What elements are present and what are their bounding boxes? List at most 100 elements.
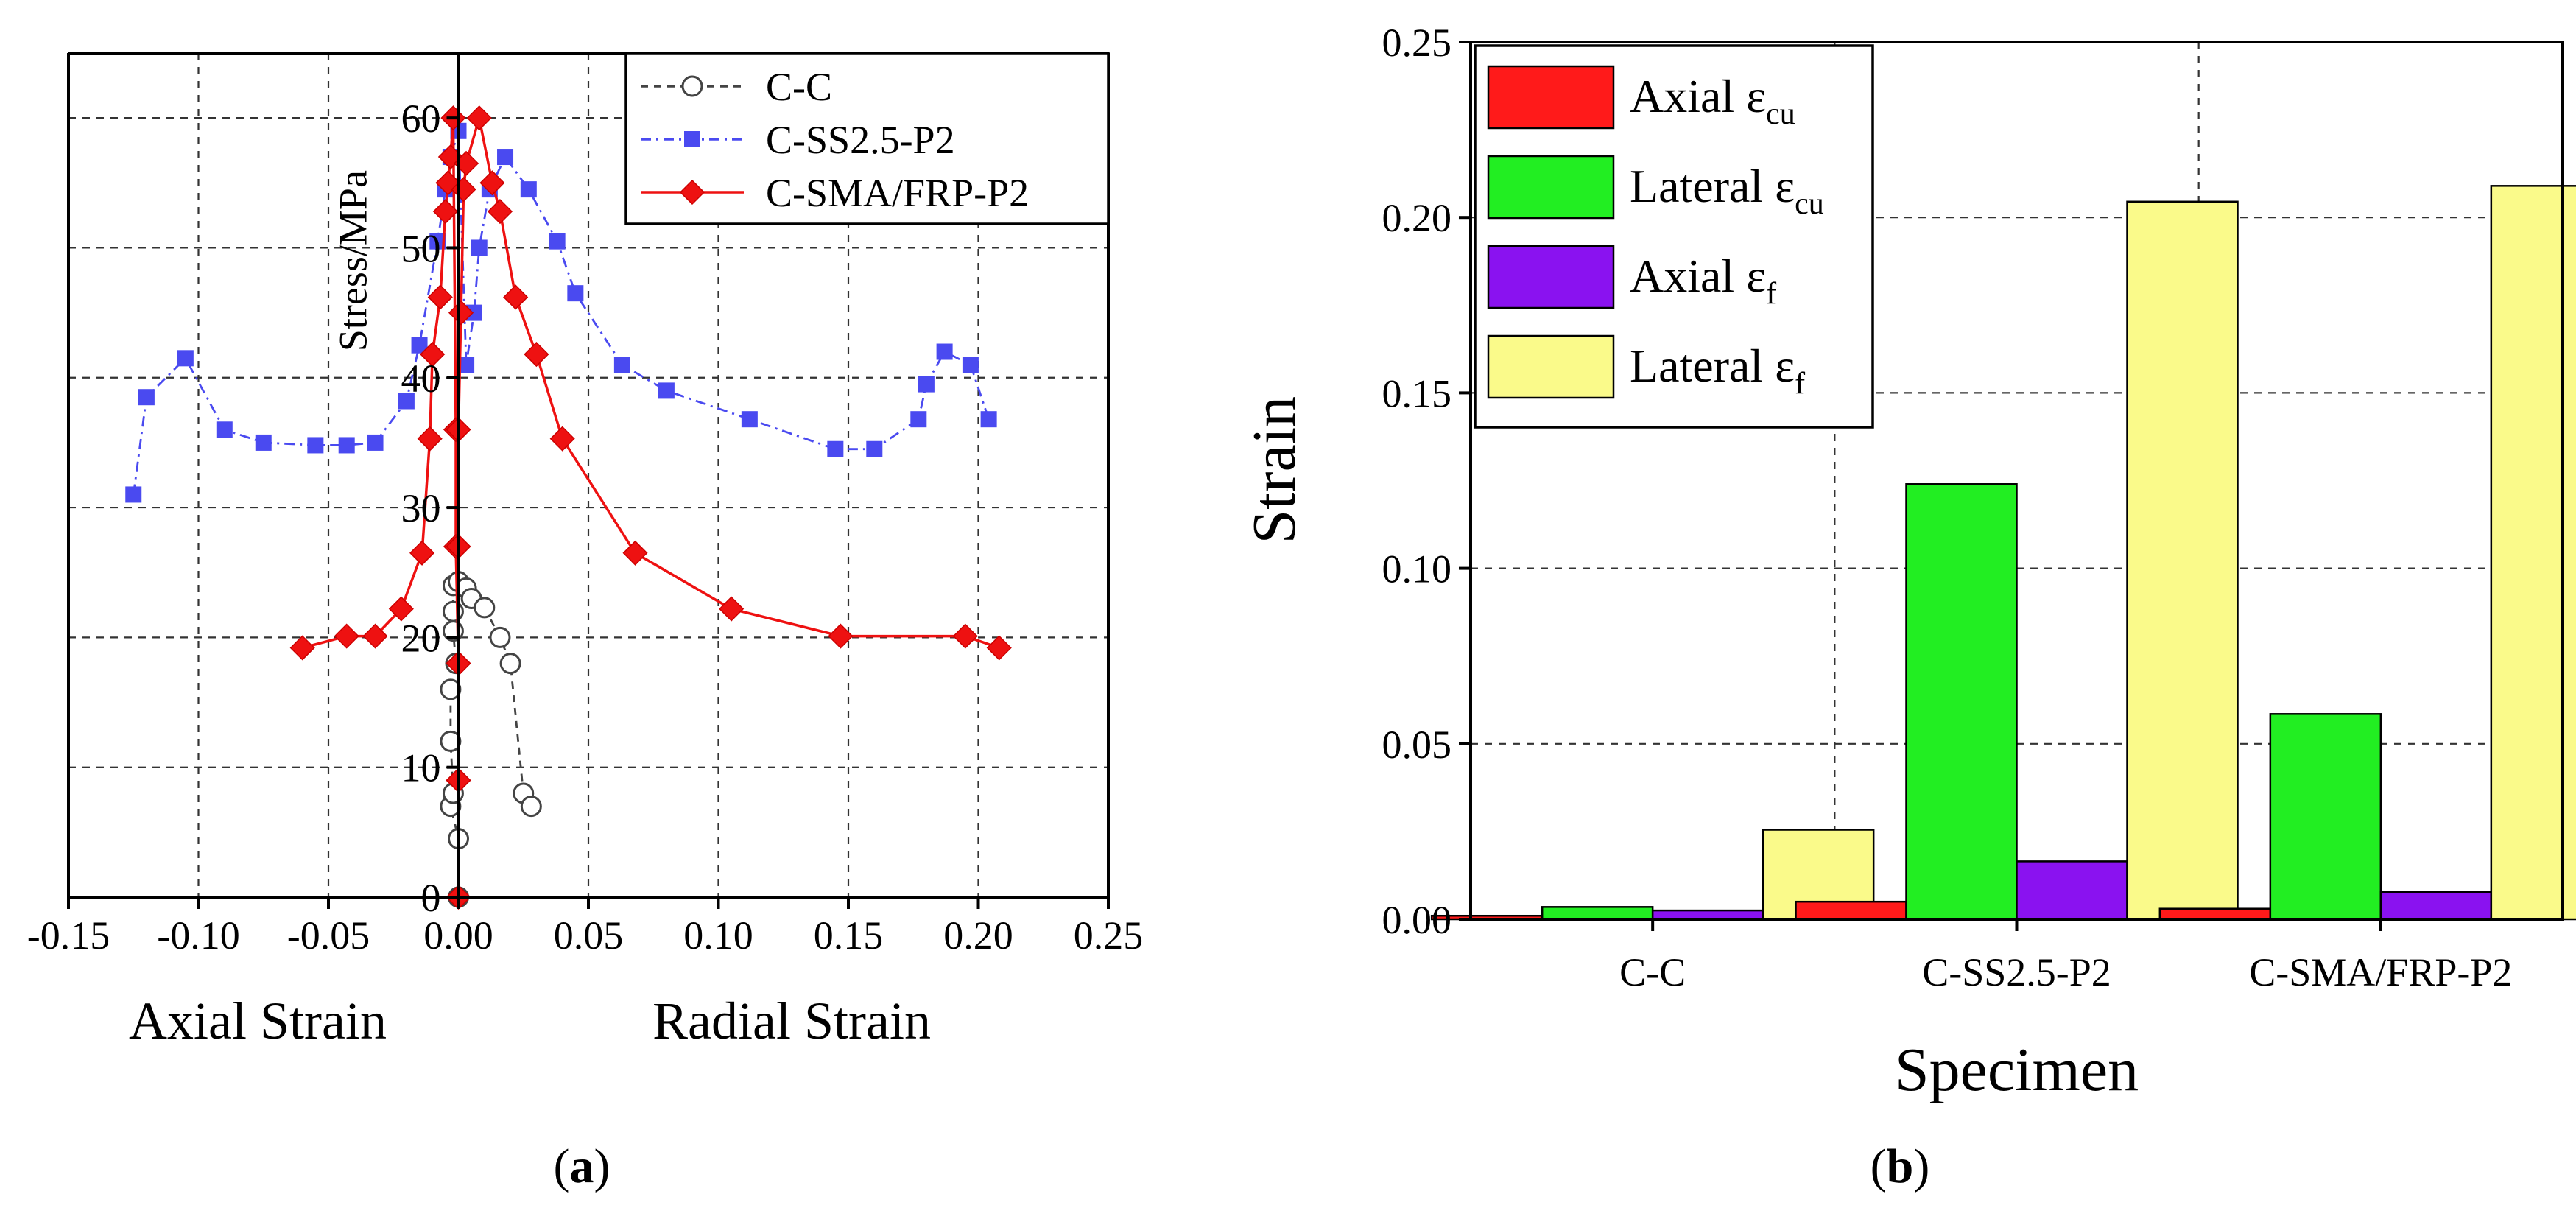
panel-b-legend-swatch (1487, 245, 1615, 309)
panel-a-point-square (658, 382, 675, 399)
legend-subscript: cu (1795, 187, 1824, 221)
panel-a-point-diamond (986, 635, 1012, 661)
panel-a-point-square (936, 343, 953, 360)
panel-a-point-diamond (719, 596, 745, 622)
panel-a-point-circle (474, 597, 496, 619)
panel-b-legend-swatch (1487, 65, 1615, 130)
panel-a-y-tick-label: 60 (401, 96, 441, 141)
panel-b-bar (2016, 860, 2128, 921)
caption-paren: ) (594, 1139, 610, 1193)
panel-a-point-square (866, 440, 883, 457)
panel-a-point-square (255, 434, 272, 451)
panel-b-bar (2126, 200, 2239, 921)
panel-a-point-diamond (952, 623, 978, 649)
panel-a-point-square (962, 357, 979, 373)
panel-b-bar (2379, 891, 2493, 921)
panel-a-point-square (471, 239, 488, 256)
panel-a-point-diamond (503, 284, 529, 310)
panel-a-caption: (a) (554, 1139, 610, 1193)
panel-a-legend-label: C-SMA/FRP-P2 (766, 171, 1029, 215)
panel-a-point-diamond (549, 426, 575, 452)
panel-a-point-square (338, 437, 355, 454)
panel-b-legend-swatch (1487, 155, 1615, 220)
panel-a-point-square (980, 411, 997, 428)
panel-a-point-square (497, 149, 514, 166)
panel-a-y-tick-label: 30 (401, 486, 441, 530)
panel-a-x-axis-label-radial: Radial Strain (652, 991, 931, 1050)
panel-a-x-tick-label: 0.15 (814, 913, 884, 958)
panel-a-point-square (567, 285, 584, 302)
panel-a-point-diamond (466, 105, 492, 131)
panel-a-point-diamond (388, 596, 414, 622)
panel-a-y-tick-label: 40 (401, 357, 441, 401)
panel-a-point-square (684, 131, 700, 147)
panel-a-point-square (613, 357, 630, 373)
panel-a-point-diamond (427, 284, 453, 310)
panel-a-x-axis-label-axial: Axial Strain (129, 991, 387, 1050)
panel-a-point-diamond (417, 426, 443, 452)
panel-a-point-circle (442, 600, 464, 622)
panel-b-strain-bar-chart: 0.00 0.05 0.10 0.15 0.20 0.25 C-C C-SS2.5-P2 C-S… (1240, 21, 2576, 1193)
panel-a-point-square (465, 304, 482, 321)
panel-a-point-square (827, 440, 844, 457)
panel-b-bar (1541, 906, 1654, 921)
panel-a-point-circle (520, 796, 542, 818)
caption-letter: b (1887, 1139, 1914, 1193)
legend-subscript: cu (1766, 97, 1795, 131)
panel-b-legend-label: Axial εf (1630, 250, 1776, 311)
panel-a-point-circle (440, 678, 462, 700)
panel-b-y-tick-label: 0.20 (1382, 196, 1452, 240)
panel-b-x-tick-label: C-SMA/FRP-P2 (2249, 950, 2512, 994)
panel-a-point-circle (499, 653, 521, 675)
legend-symbol: ε (1746, 250, 1766, 302)
panel-b-bar (1795, 900, 1907, 921)
panel-a-point-square (411, 337, 428, 354)
panel-a-point-diamond (409, 540, 435, 566)
caption-paren: ) (1913, 1139, 1929, 1193)
panel-b-legend-swatch (1487, 334, 1615, 399)
panel-a-point-square (520, 181, 537, 198)
panel-a-legend-label: C-C (766, 65, 832, 109)
legend-name: Lateral (1630, 340, 1775, 392)
panel-a-point-diamond (334, 623, 359, 649)
panel-a-x-tick-label: -0.15 (27, 913, 110, 958)
legend-name: Lateral (1630, 160, 1775, 212)
panel-a-x-tick-label: 0.00 (423, 913, 493, 958)
panel-a-point-diamond (487, 199, 513, 225)
panel-a-point-diamond (524, 341, 549, 368)
panel-a-point-diamond (362, 623, 388, 649)
legend-name: Axial (1630, 250, 1746, 302)
panel-a-point-square (429, 233, 446, 250)
panel-a-point-square (138, 389, 155, 406)
panel-a-legend-box (624, 52, 1110, 225)
legend-symbol: ε (1775, 160, 1795, 212)
panel-b-y-tick-label: 0.05 (1382, 723, 1452, 767)
panel-b-legend-label: Axial εcu (1630, 70, 1795, 131)
panel-b-x-tick-label: C-SS2.5-P2 (1922, 950, 2111, 994)
panel-a-x-tick-label: -0.05 (287, 913, 370, 958)
panel-a-x-tick-label: 0.25 (1074, 913, 1144, 958)
panel-b-caption: (b) (1871, 1139, 1930, 1193)
panel-a-series-2 (289, 105, 1012, 910)
panel-a-stress-strain-chart: -0.15 -0.10 -0.05 0.00 0.05 0.10 0.15 0.20 0.25 0… (27, 52, 1144, 1193)
panel-a-point-square (125, 486, 142, 503)
panel-b-bar (2158, 907, 2272, 921)
panel-b-x-axis-label: Specimen (1895, 1036, 2139, 1104)
caption-letter: a (570, 1139, 594, 1193)
panel-a-point-square (177, 350, 194, 367)
panel-a-x-tick-label: 0.05 (554, 913, 624, 958)
panel-b-bar (2269, 713, 2382, 921)
panel-a-y-tick-label: 20 (401, 616, 441, 660)
panel-a-point-square (216, 421, 233, 438)
panel-a-point-diamond (479, 170, 505, 196)
panel-b-y-tick-label: 0.15 (1382, 371, 1452, 415)
panel-a-series-line (132, 130, 990, 495)
panel-a-point-diamond (289, 635, 315, 661)
panel-a-point-square (307, 437, 324, 454)
panel-b-y-tick-label: 0.00 (1382, 898, 1452, 942)
panel-a-point-square (398, 393, 415, 410)
caption-paren: ( (554, 1139, 570, 1193)
panel-a-legend-label: C-SS2.5-P2 (766, 118, 955, 162)
panel-a-x-tick-label: 0.10 (683, 913, 753, 958)
